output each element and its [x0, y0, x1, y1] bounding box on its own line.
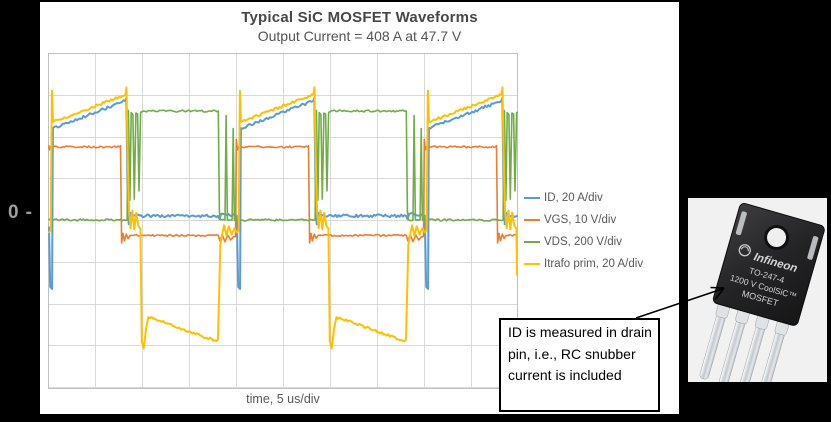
waveform-chart-panel: Typical SiC MOSFET Waveforms Output Curr… — [40, 2, 679, 414]
chart-subtitle: Output Current = 408 A at 47.7 V — [257, 28, 462, 44]
trace-itrafo-prim — [48, 86, 518, 350]
legend-line-swatch — [524, 196, 540, 200]
legend-item-id: ID, 20 A/div — [524, 187, 643, 209]
zero-label-text: 0 — [8, 202, 19, 223]
legend-item-vgs: VGS, 10 V/div — [524, 209, 643, 231]
legend-label: VDS, 200 V/div — [544, 236, 622, 248]
chart-title: Typical SiC MOSFET Waveforms — [241, 9, 478, 26]
annotation-text: ID is measured in drain pin, i.e., RC sn… — [508, 324, 652, 383]
legend-label: ID, 20 A/div — [544, 192, 603, 204]
chart-legend: ID, 20 A/div VGS, 10 V/div VDS, 200 V/di… — [524, 187, 643, 275]
zero-tick-mark: - — [25, 202, 32, 223]
legend-label: VGS, 10 V/div — [544, 214, 617, 226]
legend-line-swatch — [524, 240, 540, 244]
waveform-plot — [48, 53, 518, 389]
annotation-callout: ID is measured in drain pin, i.e., RC sn… — [499, 318, 660, 412]
side-slot — [807, 236, 819, 260]
y-axis-zero-marker: 0- — [8, 202, 32, 224]
side-slot — [735, 211, 747, 236]
legend-item-vds: VDS, 200 V/div — [524, 231, 643, 253]
legend-line-swatch — [524, 218, 540, 222]
legend-line-swatch — [524, 262, 540, 266]
mosfet-package-image: Infineon TO-247-4 1200 V CoolSiC™ MOSFET — [688, 198, 827, 382]
to247-package-drawing: Infineon TO-247-4 1200 V CoolSiC™ MOSFET — [699, 202, 825, 382]
trace-vgs — [48, 138, 518, 244]
mounting-hole — [764, 225, 790, 251]
legend-label: Itrafo prim, 20 A/div — [544, 258, 644, 270]
x-axis-label: time, 5 us/div — [246, 392, 320, 406]
legend-item-itrafo: Itrafo prim, 20 A/div — [524, 253, 643, 275]
infineon-logo-icon — [738, 244, 751, 257]
trace-vds — [48, 109, 518, 222]
